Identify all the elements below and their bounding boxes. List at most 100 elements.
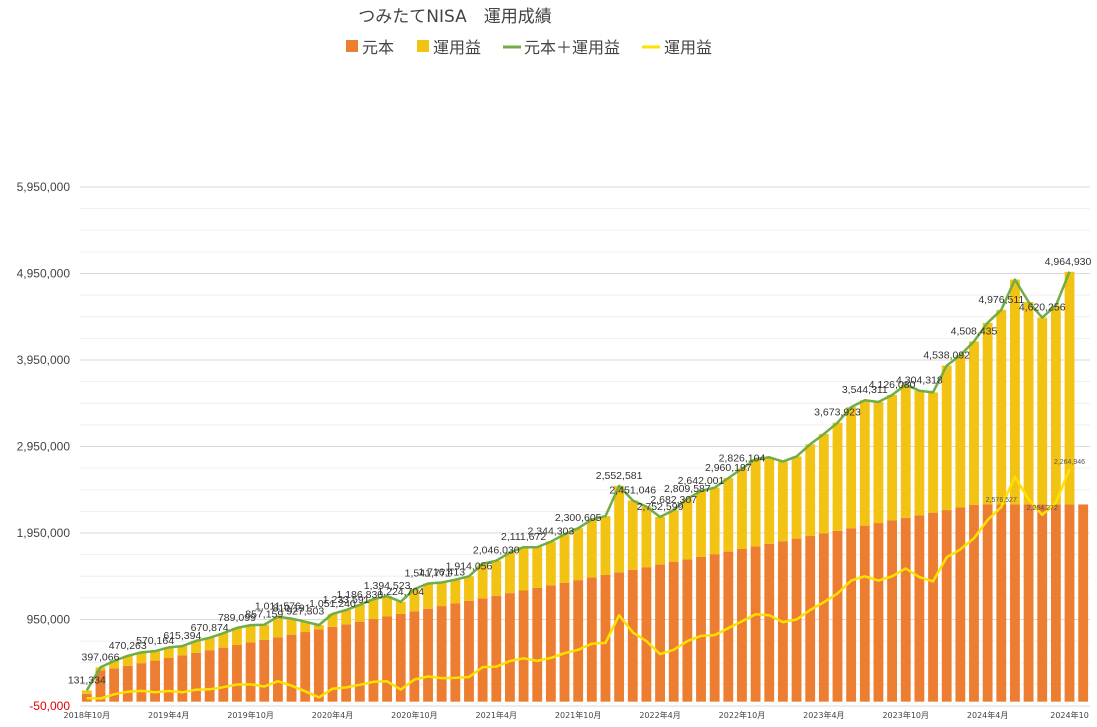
gain-bar	[409, 589, 420, 612]
y-tick-label: 2,950,000	[17, 440, 71, 454]
total-data-label: 4,126,080	[869, 379, 916, 391]
gain-bar	[941, 365, 952, 511]
total-data-label: 1,051,240	[309, 598, 356, 610]
gain-bar	[737, 468, 747, 550]
principal-bar	[518, 590, 529, 702]
gain-bar	[545, 541, 556, 586]
gain-bar	[928, 392, 938, 513]
gain-bar	[109, 661, 120, 669]
total-data-label: 1,541,771	[405, 568, 452, 580]
total-data-label: 670,874	[191, 622, 229, 634]
x-tick-label: 2019年4月	[148, 710, 189, 720]
gain-bar	[81, 690, 92, 694]
total-data-label: 789,099	[218, 612, 256, 624]
gain-bar	[423, 583, 433, 609]
principal-bar	[723, 551, 734, 702]
principal-bar	[204, 650, 215, 702]
total-data-label: 470,263	[109, 640, 147, 652]
gain-bar	[136, 652, 147, 664]
principal-bar	[887, 520, 898, 702]
principal-bar	[395, 613, 406, 702]
bar-series	[81, 271, 1089, 702]
gain-bar	[641, 506, 652, 568]
principal-bar	[859, 525, 870, 702]
gain-bar	[887, 395, 898, 521]
x-tick-label: 2023年4月	[803, 710, 844, 720]
gain-bar	[395, 601, 406, 614]
gain-bar	[764, 457, 775, 544]
legend-label-principal: 元本	[362, 38, 394, 57]
principal-bar	[245, 642, 256, 702]
gain-bar	[177, 646, 188, 656]
total-data-label: 1,224,704	[377, 586, 424, 598]
principal-bar	[655, 564, 665, 702]
principal-bar	[450, 603, 461, 702]
x-tick-label: 2024年4月	[967, 710, 1008, 720]
legend-label-total-line: 元本＋運用益	[524, 38, 620, 57]
principal-bar	[682, 559, 693, 702]
total-data-label: 2,300,605	[555, 512, 602, 524]
gain-bar	[272, 616, 283, 638]
total-data-label: 4,976,511	[978, 294, 1024, 306]
principal-bar	[1037, 504, 1048, 702]
principal-bar	[464, 600, 474, 702]
principal-bar	[764, 543, 775, 702]
legend-label-gain-line: 運用益	[664, 38, 712, 57]
total-data-label: 4,304,318	[896, 375, 943, 387]
total-data-label: 2,451,046	[609, 484, 656, 496]
legend: 元本 運用益 元本＋運用益 運用益	[346, 38, 712, 57]
principal-bar	[941, 510, 952, 702]
principal-bar	[846, 528, 857, 702]
gain-value-line	[86, 468, 1071, 700]
total-data-label: 4,538,092	[923, 350, 970, 362]
total-data-label: 4,508,435	[951, 325, 998, 337]
principal-bar	[177, 655, 188, 702]
x-tick-label: 2020年4月	[312, 710, 353, 720]
gain-bar	[996, 309, 1007, 505]
gain-bar	[873, 401, 884, 524]
gain-bar	[682, 498, 693, 560]
gain-bar	[327, 613, 338, 627]
gain-bar	[122, 655, 133, 666]
y-tick-label: 3,950,000	[17, 353, 71, 367]
principal-bar	[614, 572, 625, 702]
principal-bar	[95, 670, 106, 702]
x-axis: 2018年10月 2019年4月 2019年10月 2020年4月 2020年10月 20…	[64, 710, 1089, 720]
legend-label-gain: 運用益	[433, 38, 481, 57]
total-data-label: 131,334	[68, 674, 106, 686]
gain-bar	[491, 560, 502, 596]
gain-bar	[750, 459, 761, 547]
principal-bar	[982, 504, 993, 702]
total-data-label: 3,544,311	[842, 384, 888, 396]
gain-bar	[245, 625, 256, 643]
gain-bar	[900, 384, 911, 518]
y-tick-label: 950,000	[27, 613, 71, 627]
total-data-label: 2,682,307	[650, 494, 697, 506]
gain-bar	[341, 609, 352, 625]
principal-bar	[600, 574, 611, 702]
gain-bar	[1064, 271, 1075, 505]
total-data-label: 1,011,576	[255, 601, 301, 613]
principal-bar	[818, 533, 829, 702]
gain-bar	[668, 510, 679, 562]
gain-bar	[191, 640, 201, 653]
gain-data-label: 2,264,272	[1027, 505, 1058, 512]
total-data-label: 1,716,413	[418, 566, 465, 578]
principal-bar	[368, 619, 379, 702]
gain-bar	[382, 596, 393, 617]
total-data-label: 615,394	[163, 630, 201, 642]
gain-bar	[1050, 305, 1061, 505]
gain-bar	[723, 478, 734, 552]
gain-bar	[286, 618, 297, 635]
total-data-label: 1,914,056	[446, 560, 493, 572]
y-tick-label: 4,950,000	[17, 267, 71, 281]
x-tick-label: 2021年10月	[555, 710, 602, 720]
chart-title: つみたてNISA 運用成績	[358, 7, 551, 27]
principal-bar	[382, 616, 393, 702]
total-data-label: 810,191	[273, 603, 311, 615]
x-tick-label: 2024年10	[1050, 710, 1089, 720]
gain-bar	[655, 516, 665, 565]
principal-bar	[873, 523, 884, 702]
gain-bar	[259, 624, 270, 640]
